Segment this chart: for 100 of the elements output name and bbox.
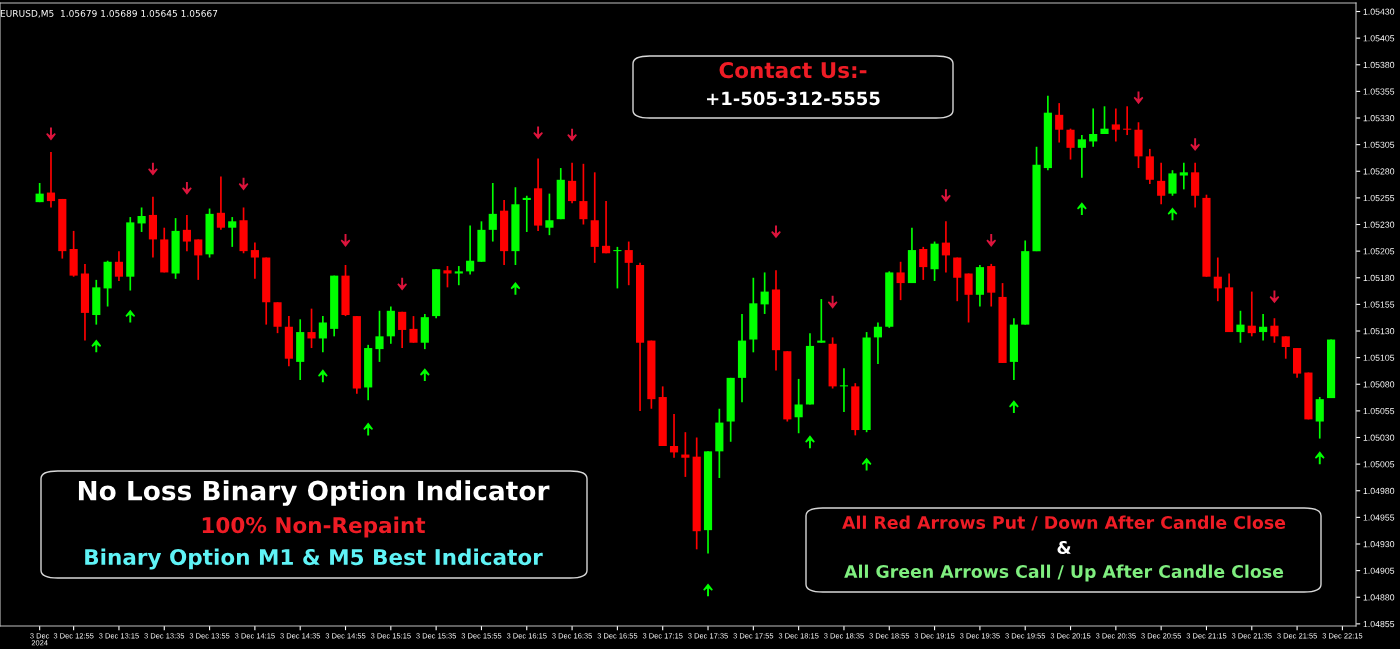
point: [238, 177, 249, 191]
candlestick: [579, 162, 588, 226]
point: [318, 369, 328, 383]
y-tick-label: 1.05305: [1363, 141, 1395, 148]
point: [91, 339, 102, 353]
y-tick-label: 1.05130: [1363, 328, 1395, 335]
point: [567, 128, 577, 142]
candlestick: [488, 182, 497, 243]
candlestick: [398, 311, 407, 349]
annotation: &: [1057, 540, 1071, 555]
point: [1314, 451, 1325, 465]
candlestick: [409, 315, 418, 344]
candlestick: [1179, 161, 1188, 191]
y-tick-label: 1.05255: [1363, 194, 1395, 202]
candlestick: [1247, 290, 1256, 338]
candlestick: [919, 246, 928, 281]
y-tick-label: 1.05430: [1363, 8, 1395, 15]
y-tick-label: 1.04880: [1363, 594, 1395, 601]
candlestick: [1111, 107, 1120, 143]
candlestick: [182, 214, 191, 252]
point: [148, 162, 158, 176]
text: EURUSD,M5 1.05679 1.05689 1.05645 1.05667: [0, 10, 218, 18]
candlestick: [1213, 256, 1222, 303]
annotation: No Loss Binary Option Indicator: [78, 480, 550, 506]
annotation: 100% Non-Repaint: [202, 516, 426, 538]
candlestick: [375, 309, 384, 363]
y-tick-label: 1.05030: [1363, 434, 1395, 441]
y-tick-label: 1.05055: [1363, 407, 1395, 415]
candlestick: [466, 224, 475, 276]
point: [771, 225, 781, 239]
candlestick: [545, 192, 554, 236]
candlestick: [1191, 161, 1200, 209]
annotation: Binary Option M1 & M5 Best Indicator: [85, 548, 543, 570]
candlestick: [669, 413, 679, 459]
point: [125, 309, 136, 323]
y-tick-label: 1.04980: [1363, 487, 1395, 495]
point: [805, 435, 815, 449]
candlestick: [1270, 317, 1279, 344]
candlestick: [1145, 148, 1154, 185]
annotation: Contact Us:-: [719, 61, 867, 79]
candlestick: [1157, 161, 1166, 206]
y-tick-label: 1.05005: [1363, 461, 1395, 468]
point: [397, 277, 407, 291]
candlestick: [1236, 309, 1245, 344]
candlestick: [114, 250, 124, 282]
candlestick: [1055, 102, 1064, 144]
candlestick: [953, 256, 962, 303]
y-tick-label: 1.05080: [1363, 381, 1395, 388]
y-tick-label: 1.04930: [1363, 541, 1395, 548]
annotation: +1-505-312-5555: [707, 91, 880, 106]
candlestick: [1281, 335, 1290, 360]
y-tick-label: 1.05280: [1363, 168, 1395, 175]
candlestick: [318, 315, 327, 354]
point: [1269, 290, 1280, 304]
point: [986, 234, 997, 247]
candlestick: [1077, 134, 1086, 179]
y-tick-label: 1.04905: [1363, 567, 1395, 574]
y-tick-label: 1.05380: [1363, 61, 1395, 69]
candlestick: [1100, 105, 1109, 135]
candlestick: [873, 321, 883, 365]
annotation: All Green Arrows Call / Up After Candle Close: [844, 564, 1284, 582]
candlestick: [307, 307, 316, 349]
candlestick: [46, 151, 56, 209]
y-tick-label: 1.05155: [1363, 301, 1395, 308]
y-tick-label: 1.05180: [1363, 274, 1395, 282]
candlestick: [941, 220, 950, 274]
point: [827, 295, 838, 309]
candlestick: [760, 271, 769, 315]
candlestick: [137, 206, 146, 233]
candlestick: [896, 260, 905, 301]
point: [182, 181, 192, 195]
point: [1190, 138, 1200, 152]
point: [861, 457, 872, 471]
point: [941, 189, 951, 203]
point: [703, 583, 713, 597]
candlestick: [601, 200, 611, 255]
candlestick: [1168, 169, 1177, 197]
candlestick: [216, 175, 225, 231]
candlestick: [964, 272, 973, 324]
candlestick: [250, 241, 259, 280]
candlestick: [817, 298, 826, 344]
point: [510, 282, 521, 295]
point: [1009, 400, 1019, 414]
candlestick: [1315, 396, 1324, 440]
candlestick: [228, 216, 237, 248]
candlestick: [454, 265, 463, 287]
y-tick-label: 1.04855: [1363, 620, 1395, 628]
candlestick: [794, 378, 803, 435]
candlestick: [443, 265, 452, 289]
point: [420, 368, 430, 382]
point: [46, 127, 56, 141]
annotation: All Red Arrows Put / Down After Candle Close: [842, 515, 1286, 531]
y-tick-label: 1.05105: [1363, 354, 1395, 361]
candlestick: [1089, 107, 1098, 148]
y-tick-label: 1.05355: [1363, 88, 1395, 95]
point: [533, 126, 543, 140]
candlestick: [568, 161, 577, 205]
point: [363, 422, 373, 436]
y-tick-label: 1.04955: [1363, 514, 1395, 521]
candlestick: [1066, 127, 1075, 161]
